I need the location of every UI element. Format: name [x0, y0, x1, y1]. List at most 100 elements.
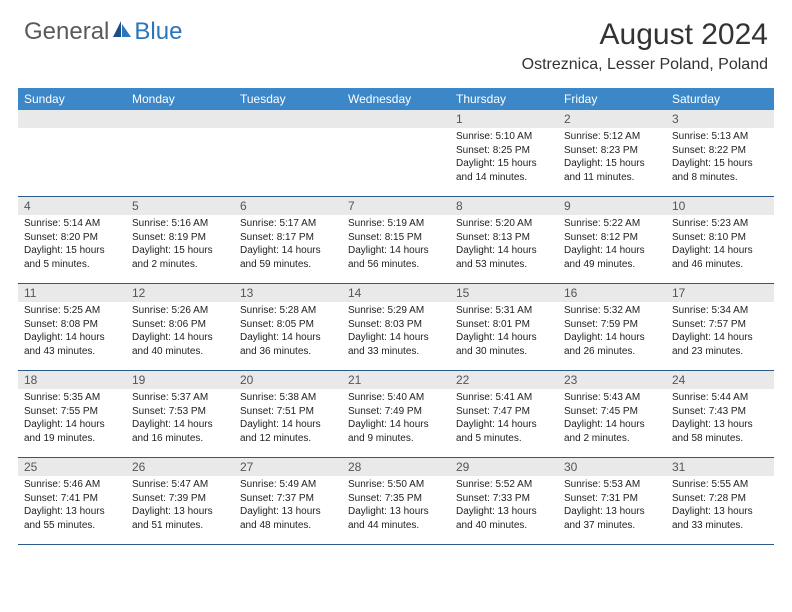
sunset-text: Sunset: 8:06 PM: [132, 318, 228, 332]
day-number: 24: [666, 371, 774, 389]
daylight-text: Daylight: 14 hours and 16 minutes.: [132, 418, 228, 445]
sunset-text: Sunset: 8:22 PM: [672, 144, 768, 158]
day-body: Sunrise: 5:31 AMSunset: 8:01 PMDaylight:…: [450, 302, 558, 362]
day-cell: 27Sunrise: 5:49 AMSunset: 7:37 PMDayligh…: [234, 458, 342, 544]
daylight-text: Daylight: 13 hours and 37 minutes.: [564, 505, 660, 532]
daylight-text: Daylight: 14 hours and 40 minutes.: [132, 331, 228, 358]
day-body: Sunrise: 5:23 AMSunset: 8:10 PMDaylight:…: [666, 215, 774, 275]
sunset-text: Sunset: 7:49 PM: [348, 405, 444, 419]
day-body: Sunrise: 5:50 AMSunset: 7:35 PMDaylight:…: [342, 476, 450, 536]
day-cell: 1Sunrise: 5:10 AMSunset: 8:25 PMDaylight…: [450, 110, 558, 196]
day-body: Sunrise: 5:29 AMSunset: 8:03 PMDaylight:…: [342, 302, 450, 362]
sunset-text: Sunset: 7:45 PM: [564, 405, 660, 419]
day-body: Sunrise: 5:25 AMSunset: 8:08 PMDaylight:…: [18, 302, 126, 362]
day-cell: 7Sunrise: 5:19 AMSunset: 8:15 PMDaylight…: [342, 197, 450, 283]
sunrise-text: Sunrise: 5:13 AM: [672, 130, 768, 144]
week-row: 25Sunrise: 5:46 AMSunset: 7:41 PMDayligh…: [18, 458, 774, 545]
day-cell: 14Sunrise: 5:29 AMSunset: 8:03 PMDayligh…: [342, 284, 450, 370]
day-body: Sunrise: 5:38 AMSunset: 7:51 PMDaylight:…: [234, 389, 342, 449]
logo-text-1: General: [24, 18, 109, 46]
day-body: Sunrise: 5:47 AMSunset: 7:39 PMDaylight:…: [126, 476, 234, 536]
day-cell: 25Sunrise: 5:46 AMSunset: 7:41 PMDayligh…: [18, 458, 126, 544]
day-number: 28: [342, 458, 450, 476]
daylight-text: Daylight: 14 hours and 26 minutes.: [564, 331, 660, 358]
sunset-text: Sunset: 8:20 PM: [24, 231, 120, 245]
day-body: Sunrise: 5:13 AMSunset: 8:22 PMDaylight:…: [666, 128, 774, 188]
sunrise-text: Sunrise: 5:50 AM: [348, 478, 444, 492]
day-cell: 17Sunrise: 5:34 AMSunset: 7:57 PMDayligh…: [666, 284, 774, 370]
day-cell: 20Sunrise: 5:38 AMSunset: 7:51 PMDayligh…: [234, 371, 342, 457]
sunrise-text: Sunrise: 5:47 AM: [132, 478, 228, 492]
day-cell: [342, 110, 450, 196]
sunrise-text: Sunrise: 5:12 AM: [564, 130, 660, 144]
day-number: 7: [342, 197, 450, 215]
sunset-text: Sunset: 8:12 PM: [564, 231, 660, 245]
sunrise-text: Sunrise: 5:25 AM: [24, 304, 120, 318]
day-body: Sunrise: 5:55 AMSunset: 7:28 PMDaylight:…: [666, 476, 774, 536]
day-body: Sunrise: 5:53 AMSunset: 7:31 PMDaylight:…: [558, 476, 666, 536]
daylight-text: Daylight: 14 hours and 2 minutes.: [564, 418, 660, 445]
sunrise-text: Sunrise: 5:44 AM: [672, 391, 768, 405]
sunset-text: Sunset: 7:37 PM: [240, 492, 336, 506]
sunrise-text: Sunrise: 5:16 AM: [132, 217, 228, 231]
day-cell: [126, 110, 234, 196]
daylight-text: Daylight: 14 hours and 56 minutes.: [348, 244, 444, 271]
day-body: Sunrise: 5:44 AMSunset: 7:43 PMDaylight:…: [666, 389, 774, 449]
sunrise-text: Sunrise: 5:34 AM: [672, 304, 768, 318]
day-body: Sunrise: 5:20 AMSunset: 8:13 PMDaylight:…: [450, 215, 558, 275]
day-body: Sunrise: 5:37 AMSunset: 7:53 PMDaylight:…: [126, 389, 234, 449]
day-number: 10: [666, 197, 774, 215]
day-cell: 11Sunrise: 5:25 AMSunset: 8:08 PMDayligh…: [18, 284, 126, 370]
day-number: 29: [450, 458, 558, 476]
daylight-text: Daylight: 14 hours and 53 minutes.: [456, 244, 552, 271]
sunrise-text: Sunrise: 5:55 AM: [672, 478, 768, 492]
day-cell: 9Sunrise: 5:22 AMSunset: 8:12 PMDaylight…: [558, 197, 666, 283]
sunset-text: Sunset: 8:23 PM: [564, 144, 660, 158]
daylight-text: Daylight: 14 hours and 23 minutes.: [672, 331, 768, 358]
logo: General Blue: [24, 18, 182, 46]
day-body: Sunrise: 5:22 AMSunset: 8:12 PMDaylight:…: [558, 215, 666, 275]
day-cell: 19Sunrise: 5:37 AMSunset: 7:53 PMDayligh…: [126, 371, 234, 457]
day-cell: 3Sunrise: 5:13 AMSunset: 8:22 PMDaylight…: [666, 110, 774, 196]
day-body: [342, 128, 450, 134]
dow-cell: Saturday: [666, 88, 774, 110]
day-body: Sunrise: 5:28 AMSunset: 8:05 PMDaylight:…: [234, 302, 342, 362]
day-body: [126, 128, 234, 134]
day-number: 20: [234, 371, 342, 389]
day-body: Sunrise: 5:17 AMSunset: 8:17 PMDaylight:…: [234, 215, 342, 275]
day-body: Sunrise: 5:12 AMSunset: 8:23 PMDaylight:…: [558, 128, 666, 188]
daylight-text: Daylight: 13 hours and 44 minutes.: [348, 505, 444, 532]
daylight-text: Daylight: 13 hours and 58 minutes.: [672, 418, 768, 445]
week-row: 4Sunrise: 5:14 AMSunset: 8:20 PMDaylight…: [18, 197, 774, 284]
day-body: Sunrise: 5:16 AMSunset: 8:19 PMDaylight:…: [126, 215, 234, 275]
day-body: Sunrise: 5:34 AMSunset: 7:57 PMDaylight:…: [666, 302, 774, 362]
day-number: 17: [666, 284, 774, 302]
sunset-text: Sunset: 7:35 PM: [348, 492, 444, 506]
day-cell: 15Sunrise: 5:31 AMSunset: 8:01 PMDayligh…: [450, 284, 558, 370]
day-body: [234, 128, 342, 134]
sunrise-text: Sunrise: 5:31 AM: [456, 304, 552, 318]
header: General Blue August 2024 Ostreznica, Les…: [0, 0, 792, 82]
day-cell: 26Sunrise: 5:47 AMSunset: 7:39 PMDayligh…: [126, 458, 234, 544]
logo-sail-icon: [111, 19, 133, 39]
sunrise-text: Sunrise: 5:41 AM: [456, 391, 552, 405]
sunset-text: Sunset: 7:43 PM: [672, 405, 768, 419]
daylight-text: Daylight: 14 hours and 12 minutes.: [240, 418, 336, 445]
sunrise-text: Sunrise: 5:49 AM: [240, 478, 336, 492]
day-number: 3: [666, 110, 774, 128]
day-number: 22: [450, 371, 558, 389]
day-number: 4: [18, 197, 126, 215]
day-number: 13: [234, 284, 342, 302]
sunset-text: Sunset: 8:13 PM: [456, 231, 552, 245]
day-number: 6: [234, 197, 342, 215]
day-of-week-header: SundayMondayTuesdayWednesdayThursdayFrid…: [18, 88, 774, 110]
day-number: [126, 110, 234, 128]
sunrise-text: Sunrise: 5:46 AM: [24, 478, 120, 492]
day-number: 2: [558, 110, 666, 128]
daylight-text: Daylight: 13 hours and 55 minutes.: [24, 505, 120, 532]
day-number: 11: [18, 284, 126, 302]
sunset-text: Sunset: 8:05 PM: [240, 318, 336, 332]
day-cell: 18Sunrise: 5:35 AMSunset: 7:55 PMDayligh…: [18, 371, 126, 457]
sunset-text: Sunset: 8:01 PM: [456, 318, 552, 332]
day-body: Sunrise: 5:32 AMSunset: 7:59 PMDaylight:…: [558, 302, 666, 362]
